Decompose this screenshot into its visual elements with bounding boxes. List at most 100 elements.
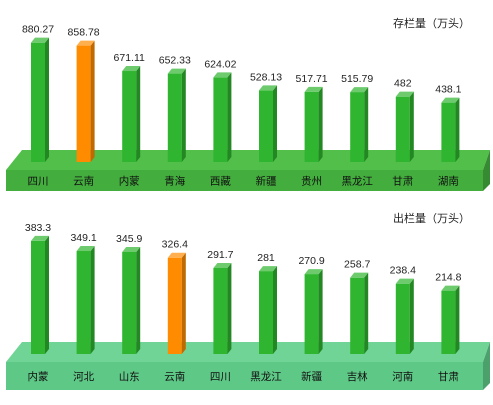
value-label: 482 — [394, 78, 412, 90]
category-label: 西藏 — [210, 176, 231, 188]
category-label: 四川 — [28, 176, 49, 188]
bar-front — [167, 73, 182, 162]
value-label: 438.1 — [435, 84, 461, 96]
bar-side — [45, 235, 49, 354]
category-label: 吉林 — [347, 370, 368, 383]
bar-side — [227, 72, 232, 162]
bar-四川 — [213, 262, 232, 354]
bar-top — [31, 37, 49, 43]
bar-四川 — [31, 37, 49, 162]
category-label: 甘肃 — [392, 175, 413, 188]
value-label: 671.11 — [114, 52, 145, 64]
bar-山东 — [122, 246, 141, 354]
bar-front — [31, 240, 45, 354]
bar-top — [350, 272, 369, 278]
bar-front — [167, 257, 182, 354]
bar-side — [273, 266, 277, 354]
bar-新疆 — [304, 269, 323, 354]
bar-front — [441, 102, 456, 162]
bar-top — [395, 91, 414, 97]
bar-side — [318, 86, 323, 162]
bar-top — [259, 85, 277, 91]
bar-front — [395, 96, 410, 162]
category-label: 内蒙 — [119, 175, 140, 188]
bar-front — [213, 267, 228, 354]
platform-front — [6, 362, 483, 390]
bar-front — [213, 77, 228, 162]
bar-新疆 — [259, 85, 277, 162]
bar-top — [76, 246, 95, 252]
value-label: 880.27 — [22, 24, 54, 36]
value-label: 326.4 — [162, 239, 188, 251]
bar-front — [395, 283, 410, 354]
category-label: 河北 — [73, 371, 94, 383]
bar-side — [364, 272, 369, 354]
category-label: 内蒙 — [28, 370, 49, 383]
bar-top — [441, 97, 460, 103]
bar-side — [136, 246, 141, 354]
bar-top — [304, 269, 323, 275]
bar-云南 — [167, 252, 186, 354]
bar-front — [122, 251, 137, 354]
output-chart: 出栏量（万头） 383.3 内蒙 349.1 河北 345.9 山东 326.4 云南 291.7… — [6, 211, 490, 390]
value-label: 345.9 — [116, 233, 142, 245]
value-label: 349.1 — [70, 232, 96, 244]
bar-side — [181, 68, 186, 162]
value-label: 515.79 — [341, 73, 373, 85]
value-label: 624.02 — [204, 58, 236, 70]
value-label: 383.3 — [25, 222, 51, 234]
bar-top — [350, 87, 369, 93]
value-label: 281 — [257, 252, 275, 264]
bar-front — [259, 90, 273, 162]
chart-title: 出栏量（万头） — [393, 211, 470, 225]
bar-黑龙江 — [350, 87, 369, 162]
bar-贵州 — [304, 86, 323, 162]
bar-side — [409, 91, 414, 162]
category-label: 新疆 — [256, 175, 277, 188]
bar-side — [45, 37, 49, 162]
bar-front — [76, 251, 91, 354]
bar-front — [350, 92, 365, 162]
bar-top — [213, 72, 232, 78]
bar-西藏 — [213, 72, 232, 162]
bar-湖南 — [441, 97, 460, 162]
bar-front — [122, 71, 137, 162]
value-label: 858.78 — [68, 27, 100, 39]
platform-side — [483, 150, 490, 191]
bar-top — [122, 246, 141, 252]
bar-front — [76, 45, 91, 162]
bar-top — [167, 252, 186, 258]
bar-top — [76, 40, 95, 46]
value-label: 528.13 — [250, 71, 282, 83]
bar-青海 — [167, 68, 186, 162]
value-label: 291.7 — [207, 249, 233, 261]
bar-front — [304, 91, 319, 162]
category-label: 甘肃 — [438, 370, 459, 383]
bar-吉林 — [350, 272, 369, 354]
bar-top — [259, 266, 277, 272]
bar-front — [31, 42, 45, 162]
bar-top — [304, 86, 323, 92]
value-label: 238.4 — [390, 265, 416, 277]
bar-side — [136, 66, 141, 162]
category-label: 青海 — [164, 175, 185, 188]
bar-top — [31, 235, 49, 241]
bar-side — [227, 262, 232, 354]
bar-front — [259, 271, 273, 354]
bar-河南 — [395, 278, 414, 354]
bar-top — [395, 278, 414, 284]
category-label: 河南 — [392, 370, 413, 383]
chart-title: 存栏量（万头） — [393, 16, 470, 30]
bar-河北 — [76, 246, 95, 354]
bar-黑龙江 — [259, 266, 277, 354]
value-label: 652.33 — [159, 55, 191, 67]
value-label: 214.8 — [435, 272, 461, 284]
bar-top — [122, 66, 141, 72]
bar-甘肃 — [441, 285, 460, 354]
bar-side — [181, 252, 186, 354]
value-label: 258.7 — [344, 259, 370, 271]
bar-front — [350, 277, 365, 354]
category-label: 黑龙江 — [341, 175, 373, 188]
bar-front — [441, 290, 456, 354]
